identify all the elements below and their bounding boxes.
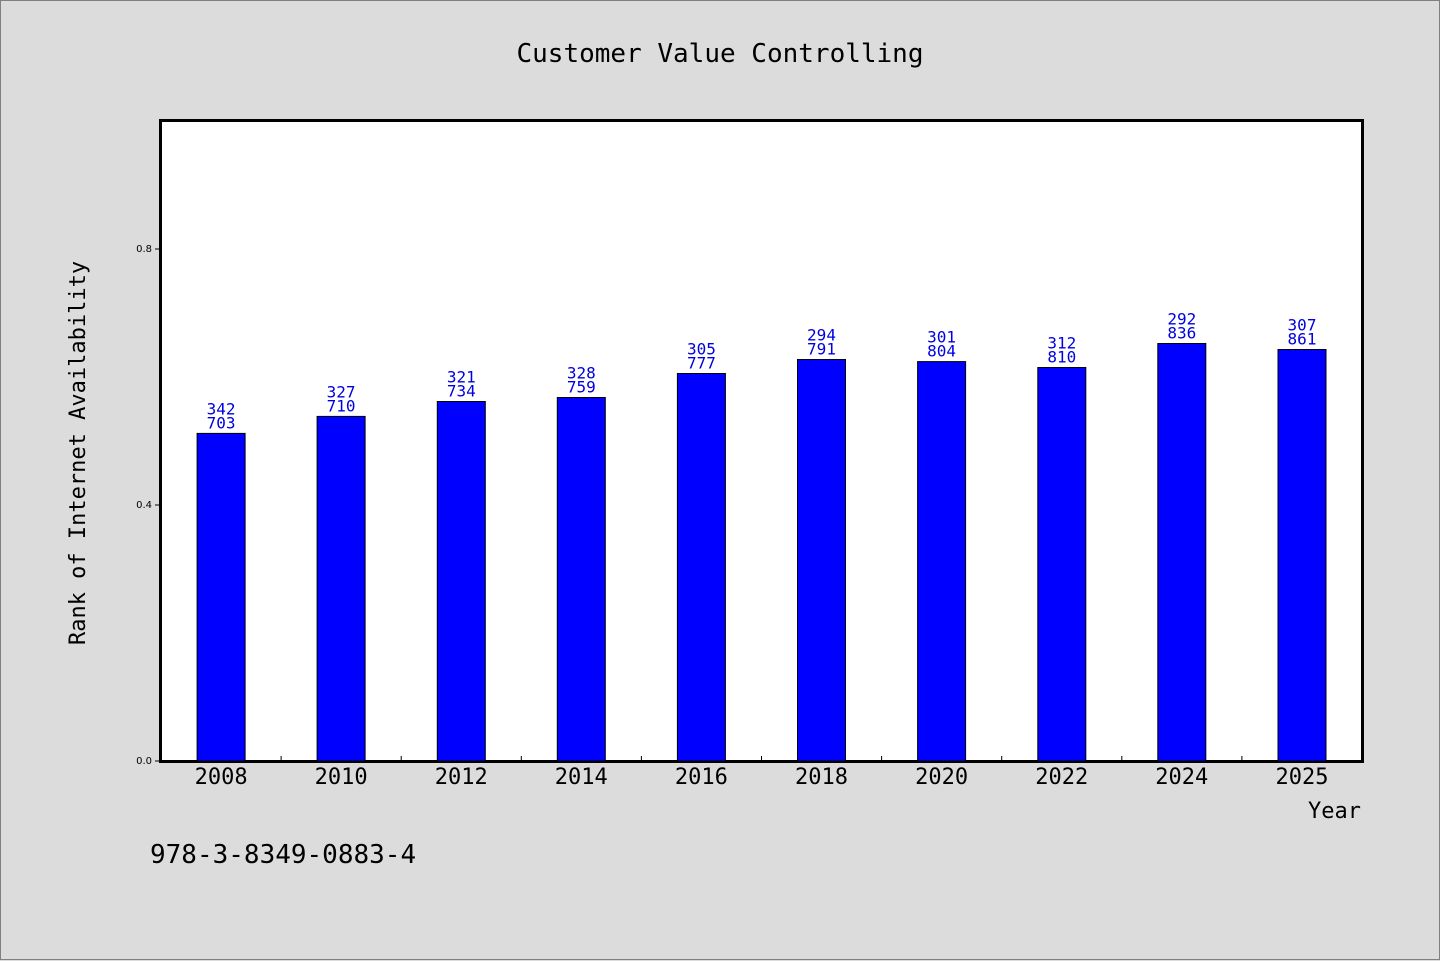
data-label-2024-bottom: 836 <box>1167 324 1196 343</box>
x-tick-label-2014: 2014 <box>555 765 608 790</box>
data-label-2016-bottom: 777 <box>687 354 716 373</box>
x-tick-label-2016: 2016 <box>675 765 728 790</box>
data-label-2018-bottom: 791 <box>807 340 836 359</box>
data-label-2008-top: 342 <box>207 399 236 418</box>
data-label-2008-bottom: 703 <box>207 413 236 432</box>
bar-2010 <box>316 415 366 762</box>
axis-ticks: 2008 2010 2012 2014 2016 2018 2020 2022 2024 2025… <box>136 244 1328 790</box>
x-tick-label-2022: 2022 <box>1035 765 1088 790</box>
data-label-2018-top: 294 <box>807 326 836 345</box>
x-tick-label-2012: 2012 <box>435 765 488 790</box>
y-tick-label-0.0: 0.0 <box>136 756 152 767</box>
y-axis-label: Rank of Internet Availability <box>66 261 91 645</box>
x-tick-label-2024: 2024 <box>1155 765 1208 790</box>
bar-2008 <box>196 432 246 762</box>
x-axis-label: Year <box>1308 799 1361 824</box>
bar-2012 <box>436 401 486 762</box>
x-tick-label-2010: 2010 <box>315 765 368 790</box>
chart-title: Customer Value Controlling <box>517 39 924 69</box>
data-label-2022-top: 312 <box>1047 334 1076 353</box>
x-tick-label-2025: 2025 <box>1276 765 1329 790</box>
x-tick-label-2018: 2018 <box>795 765 848 790</box>
data-label-2012-top: 321 <box>447 368 476 387</box>
data-label-2022-bottom: 810 <box>1047 348 1076 367</box>
data-label-2025-bottom: 861 <box>1288 330 1317 349</box>
bar-2024 <box>1157 343 1207 762</box>
data-label-2010-bottom: 710 <box>327 396 356 415</box>
isbn-annotation: 978-3-8349-0883-4 <box>150 840 416 870</box>
bar-2020 <box>917 361 967 762</box>
bar-2022 <box>1037 367 1087 762</box>
y-tick-label-0.4: 0.4 <box>136 500 152 511</box>
bars-group: 3427033277103217343287593057772947913018… <box>196 310 1327 762</box>
x-tick-label-2020: 2020 <box>915 765 968 790</box>
data-label-2025-top: 307 <box>1288 316 1317 335</box>
bar-2014 <box>556 397 606 762</box>
bar-2018 <box>797 359 846 762</box>
y-tick-label-0.8: 0.8 <box>136 244 152 255</box>
bar-2025 <box>1277 349 1327 762</box>
data-label-2012-bottom: 734 <box>447 382 476 401</box>
data-label-2014-bottom: 759 <box>567 378 596 397</box>
data-label-2020-bottom: 804 <box>927 342 956 361</box>
data-label-2010-top: 327 <box>327 382 356 401</box>
x-tick-label-2008: 2008 <box>195 765 248 790</box>
data-label-2016-top: 305 <box>687 340 716 359</box>
bar-2016 <box>676 373 726 762</box>
data-label-2024-top: 292 <box>1167 310 1196 329</box>
data-label-2014-top: 328 <box>567 364 596 383</box>
data-label-2020-top: 301 <box>927 328 956 347</box>
